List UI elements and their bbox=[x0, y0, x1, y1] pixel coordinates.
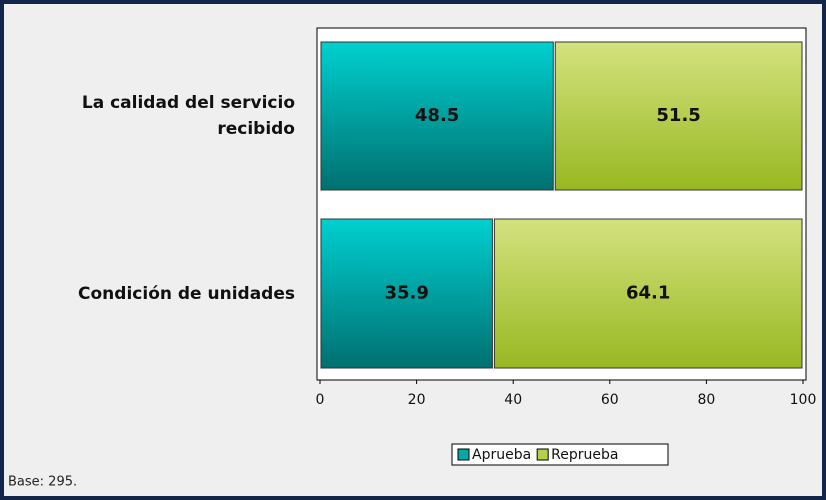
data-label: 64.1 bbox=[626, 283, 670, 304]
x-tick-label: 80 bbox=[697, 392, 715, 408]
category-label: La calidad del servicio recibido bbox=[81, 93, 295, 139]
legend-box bbox=[451, 443, 669, 466]
x-tick-label: 60 bbox=[601, 392, 619, 408]
base-note: Base: 295. bbox=[8, 475, 77, 490]
legend-swatch bbox=[457, 448, 470, 461]
bar-segment bbox=[320, 41, 554, 191]
x-tick-label: 20 bbox=[408, 392, 426, 408]
data-label: 51.5 bbox=[656, 105, 700, 126]
x-tick-label: 100 bbox=[790, 392, 817, 408]
category-label: Condición de unidades bbox=[78, 283, 295, 304]
bar-segment bbox=[320, 218, 493, 369]
data-label: 35.9 bbox=[384, 283, 428, 304]
bar-segment bbox=[493, 218, 803, 369]
legend-label: Aprueba bbox=[472, 447, 531, 463]
legend-label: Reprueba bbox=[551, 447, 618, 463]
x-tick-label: 0 bbox=[316, 392, 325, 408]
bar-segment bbox=[554, 41, 803, 191]
x-tick-label: 40 bbox=[504, 392, 522, 408]
legend-swatch bbox=[536, 448, 549, 461]
data-label: 48.5 bbox=[415, 105, 459, 126]
